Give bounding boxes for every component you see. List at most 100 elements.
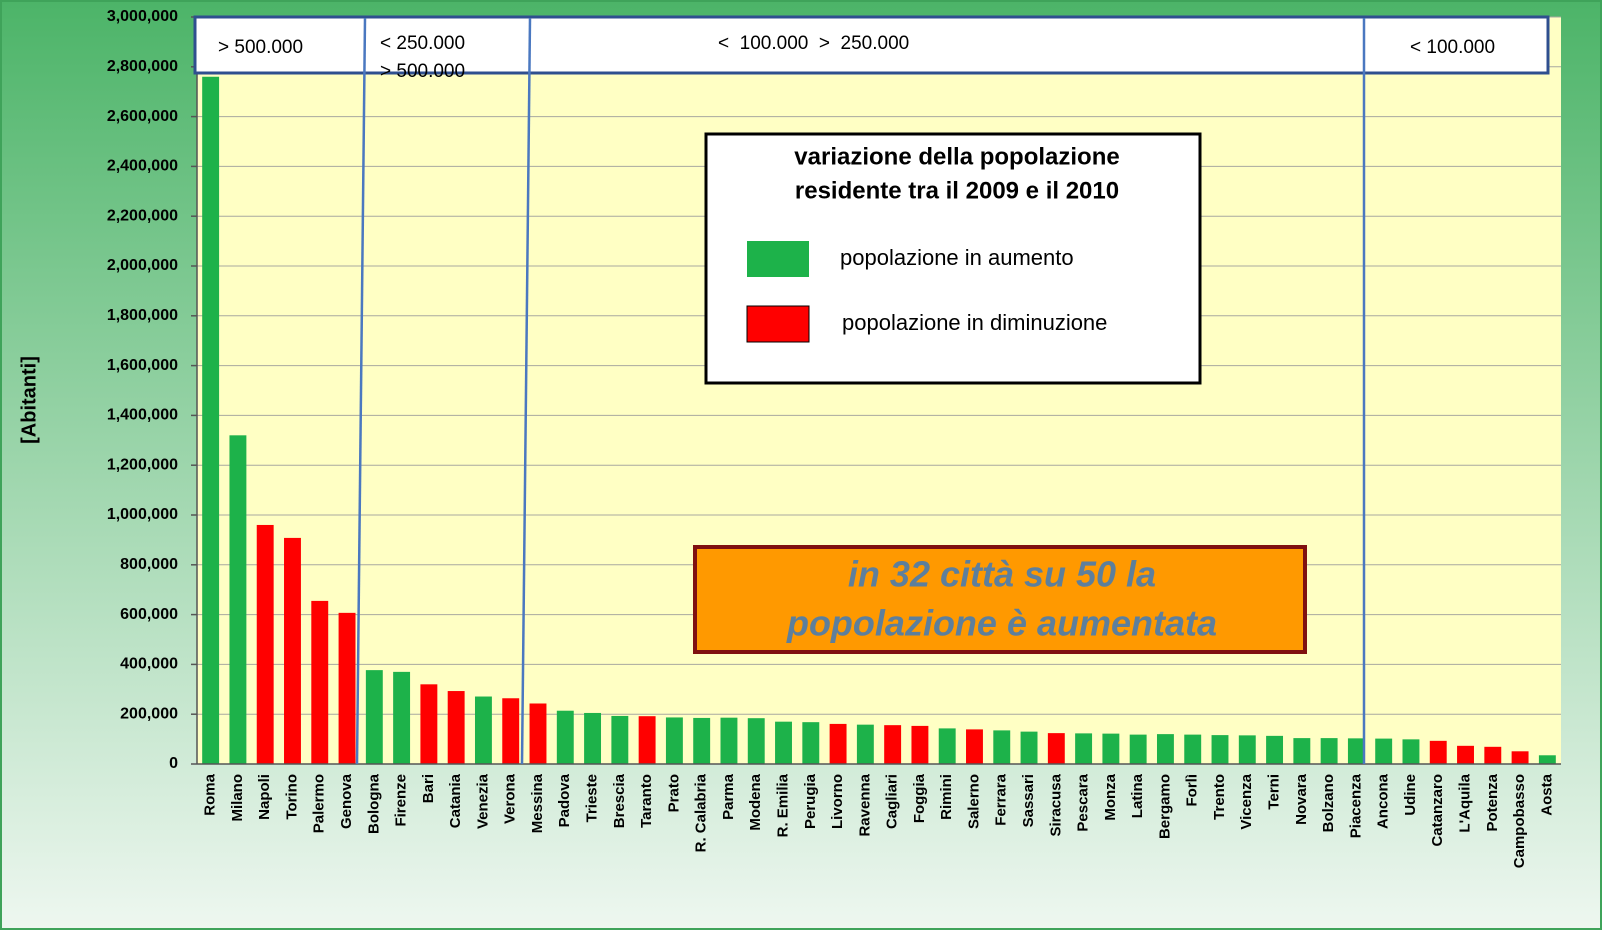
bar	[1129, 734, 1147, 764]
group-divider	[520, 17, 532, 765]
x-tick-label: Roma	[202, 773, 219, 815]
y-tick-label: 2,400,000	[107, 158, 178, 175]
bar	[229, 435, 247, 764]
bar	[420, 684, 438, 764]
y-tick-label: 1,000,000	[107, 506, 178, 523]
x-tick-label: Sassari	[1020, 774, 1037, 827]
x-tick-label: Pescara	[1075, 773, 1092, 831]
bar	[1402, 739, 1420, 764]
bar	[1293, 738, 1311, 764]
x-tick-label: Campobasso	[1511, 774, 1528, 868]
annotation: in 32 città su 50 la	[848, 554, 1156, 595]
bar	[1320, 738, 1338, 764]
x-tick-label: Bologna	[365, 773, 382, 834]
bar	[829, 723, 847, 764]
x-tick-label: Trento	[1211, 774, 1228, 820]
x-tick-label: Aosta	[1538, 773, 1555, 815]
bar	[1238, 735, 1256, 764]
bar	[1457, 745, 1474, 764]
x-tick-label: Terni	[1266, 774, 1283, 810]
x-tick-label: Bolzano	[1320, 774, 1337, 832]
bar	[911, 725, 929, 764]
x-tick-label: Siracusa	[1047, 773, 1064, 836]
x-tick-label: Bari	[420, 774, 437, 803]
bar	[365, 670, 383, 764]
bar	[1102, 733, 1120, 764]
bar	[1211, 735, 1229, 764]
bar	[311, 600, 329, 764]
bar	[884, 725, 902, 764]
bar	[1484, 746, 1502, 764]
y-tick-label: 400,000	[120, 656, 178, 673]
x-tick-label: Bergamo	[1156, 774, 1173, 839]
legend-swatch	[747, 241, 809, 277]
group-divider	[355, 17, 367, 765]
bar	[1511, 751, 1529, 764]
y-tick-label: 2,600,000	[107, 108, 178, 125]
x-tick-label: Vicenza	[1238, 773, 1255, 829]
y-tick-label: 600,000	[120, 606, 178, 623]
x-tick-label: L'Aquila	[1456, 773, 1473, 832]
x-tick-label: Piacenza	[1347, 773, 1364, 838]
bar	[556, 710, 574, 764]
x-tick-label: R. Emilia	[774, 773, 791, 837]
group-header	[193, 15, 1550, 75]
bar	[720, 717, 738, 764]
bar	[1075, 733, 1093, 764]
x-tick-label: Taranto	[638, 774, 655, 828]
legend-title: variazione della popolazione	[794, 143, 1119, 170]
x-tick-label: Ravenna	[856, 773, 873, 836]
y-tick-label: 1,600,000	[107, 357, 178, 374]
y-tick-label: 1,400,000	[107, 407, 178, 424]
bar	[1347, 738, 1365, 764]
x-tick-label: Napoli	[256, 774, 273, 820]
bar	[938, 728, 956, 764]
bar	[1184, 734, 1202, 764]
x-tick-label: Brescia	[611, 773, 628, 828]
x-tick-label: Catania	[447, 773, 464, 828]
x-tick-label: Palermo	[311, 774, 328, 833]
x-tick-label: Messina	[529, 773, 546, 833]
legend-title: residente tra il 2009 e il 2010	[795, 177, 1119, 204]
bar	[1429, 740, 1447, 764]
y-tick-label: 3,000,000	[107, 8, 178, 25]
y-axis-label: [Abitanti]	[18, 356, 40, 444]
bar	[256, 524, 274, 764]
group-label: < 250.000	[380, 33, 465, 54]
bar	[284, 537, 301, 764]
bar	[693, 717, 711, 764]
x-tick-label: Livorno	[829, 774, 846, 829]
x-tick-label: Ferrara	[993, 773, 1010, 825]
x-tick-label: Parma	[720, 773, 737, 820]
bar	[502, 698, 520, 764]
x-tick-label: Forlì	[1184, 774, 1201, 807]
bar	[1375, 738, 1393, 764]
bar	[856, 724, 874, 764]
x-tick-label: Ancona	[1375, 773, 1392, 829]
x-tick-label: Modena	[747, 773, 764, 830]
bar	[802, 722, 820, 764]
x-tick-label: Prato	[665, 774, 682, 812]
x-tick-label: Firenze	[393, 774, 410, 827]
x-tick-label: Genova	[338, 773, 355, 829]
x-tick-label: Verona	[502, 773, 519, 824]
bar	[584, 712, 602, 764]
y-tick-label: 2,800,000	[107, 58, 178, 75]
bar	[611, 715, 629, 764]
bar	[993, 730, 1011, 764]
legend-label: popolazione in aumento	[840, 245, 1074, 270]
y-tick-label: 800,000	[120, 556, 178, 573]
group-label: < 100.000	[1410, 37, 1495, 58]
y-tick-label: 1,800,000	[107, 307, 178, 324]
bar	[447, 691, 465, 764]
x-tick-label: Trieste	[584, 774, 601, 822]
bar	[1047, 733, 1065, 764]
bar	[638, 716, 656, 764]
x-tick-label: Catanzaro	[1429, 774, 1446, 847]
y-tick-label: 0	[169, 755, 178, 772]
y-tick-label: 2,000,000	[107, 257, 178, 274]
x-tick-label: Foggia	[911, 773, 928, 823]
x-tick-label: Novara	[1293, 773, 1310, 825]
